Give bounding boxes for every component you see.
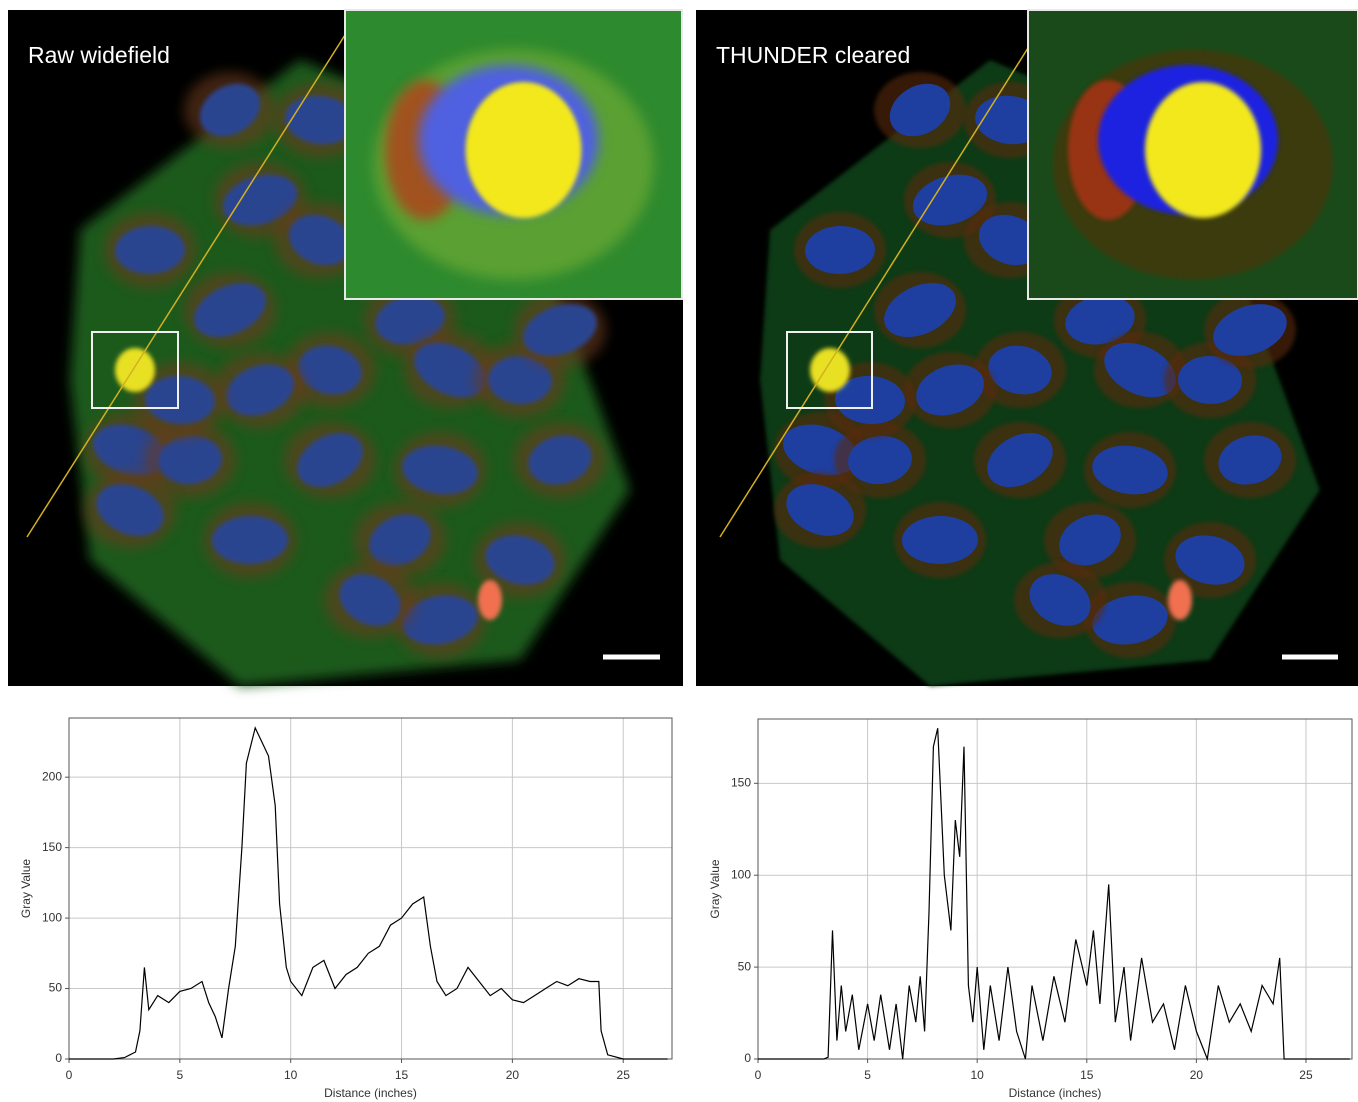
nucleus	[339, 574, 401, 626]
inset-spindle	[465, 82, 582, 218]
nucleus	[402, 595, 478, 645]
x-tick-label: 0	[66, 1068, 73, 1082]
roi-box	[91, 331, 179, 409]
x-tick-label: 20	[1190, 1068, 1204, 1082]
nucleus	[1092, 445, 1168, 495]
x-tick-label: 25	[617, 1068, 631, 1082]
nucleus	[297, 433, 363, 487]
nucleus	[115, 225, 185, 275]
panel-label: THUNDER cleared	[716, 42, 910, 68]
nucleus	[987, 433, 1053, 487]
plot-frame	[757, 718, 1353, 1060]
nucleus	[523, 304, 597, 356]
nucleus	[916, 364, 984, 416]
plot-frame	[68, 717, 673, 1060]
nucleus	[414, 342, 486, 398]
y-axis-label: Gray Value	[708, 859, 722, 918]
nucleus	[786, 484, 854, 536]
mitotic-cell	[115, 348, 155, 392]
y-tick-label: 150	[42, 840, 62, 854]
nucleus	[1029, 574, 1091, 626]
x-axis-label: Distance (inches)	[324, 1086, 417, 1100]
nucleus	[96, 484, 164, 536]
x-tick-label: 10	[284, 1068, 298, 1082]
y-tick-label: 100	[731, 867, 751, 881]
y-tick-label: 150	[731, 775, 751, 789]
plot-area	[69, 718, 672, 1059]
y-tick-label: 200	[42, 769, 62, 783]
plot-area	[758, 719, 1352, 1059]
nucleus	[369, 514, 431, 566]
nucleus	[978, 214, 1042, 266]
roi-box	[786, 331, 873, 409]
profile-line	[26, 34, 346, 538]
nucleus	[485, 535, 555, 585]
nucleus	[375, 295, 445, 345]
mitotic-cell	[810, 348, 850, 392]
nucleus	[1104, 342, 1176, 398]
profile-line	[719, 47, 1029, 538]
nucleus	[912, 174, 988, 226]
nucleus	[488, 355, 552, 405]
nucleus	[1059, 514, 1121, 566]
y-tick-label: 100	[42, 910, 62, 924]
nucleus	[528, 435, 592, 485]
y-tick-label: 50	[49, 981, 63, 995]
nucleus	[212, 515, 288, 565]
x-tick-label: 15	[1080, 1068, 1094, 1082]
nucleus	[988, 345, 1052, 395]
nucleus	[158, 435, 222, 485]
micrograph-thunder: THUNDER cleared	[696, 9, 1358, 686]
nucleus	[288, 214, 352, 266]
nucleus	[1178, 355, 1242, 405]
inset-frame	[1027, 9, 1358, 300]
nucleus	[1218, 435, 1282, 485]
mitotic-cell	[1168, 580, 1192, 620]
nucleus	[1175, 535, 1245, 585]
nucleus	[848, 435, 912, 485]
y-tick-label: 0	[744, 1051, 751, 1065]
nucleus	[884, 282, 956, 338]
mitotic-cell	[478, 580, 502, 620]
inset-spindle	[1145, 82, 1261, 218]
x-axis-label: Distance (inches)	[1009, 1086, 1102, 1100]
x-tick-label: 5	[177, 1068, 184, 1082]
nucleus	[285, 95, 355, 145]
nucleus	[298, 345, 362, 395]
x-tick-label: 15	[395, 1068, 409, 1082]
y-tick-label: 0	[55, 1051, 62, 1065]
nucleus	[402, 445, 478, 495]
nucleus	[805, 225, 875, 275]
profile-line	[758, 728, 1350, 1062]
nucleus	[889, 83, 951, 137]
nucleus	[1065, 295, 1135, 345]
x-tick-label: 20	[506, 1068, 520, 1082]
x-tick-label: 0	[755, 1068, 762, 1082]
inset-frame	[344, 9, 683, 300]
x-tick-label: 5	[864, 1068, 871, 1082]
panel-label: Raw widefield	[28, 42, 170, 68]
nucleus	[194, 282, 266, 338]
nucleus	[1213, 304, 1287, 356]
nucleus	[1092, 595, 1168, 645]
x-tick-label: 10	[971, 1068, 985, 1082]
nucleus	[199, 83, 261, 137]
nucleus	[902, 515, 978, 565]
nucleus	[145, 375, 215, 425]
profile-line	[69, 726, 668, 1060]
nucleus	[222, 174, 298, 226]
x-tick-label: 25	[1299, 1068, 1313, 1082]
micrograph-raw: Raw widefield	[8, 9, 683, 686]
y-axis-label: Gray Value	[19, 859, 33, 918]
nucleus	[226, 364, 294, 416]
y-tick-label: 50	[738, 959, 752, 973]
nucleus	[835, 375, 905, 425]
